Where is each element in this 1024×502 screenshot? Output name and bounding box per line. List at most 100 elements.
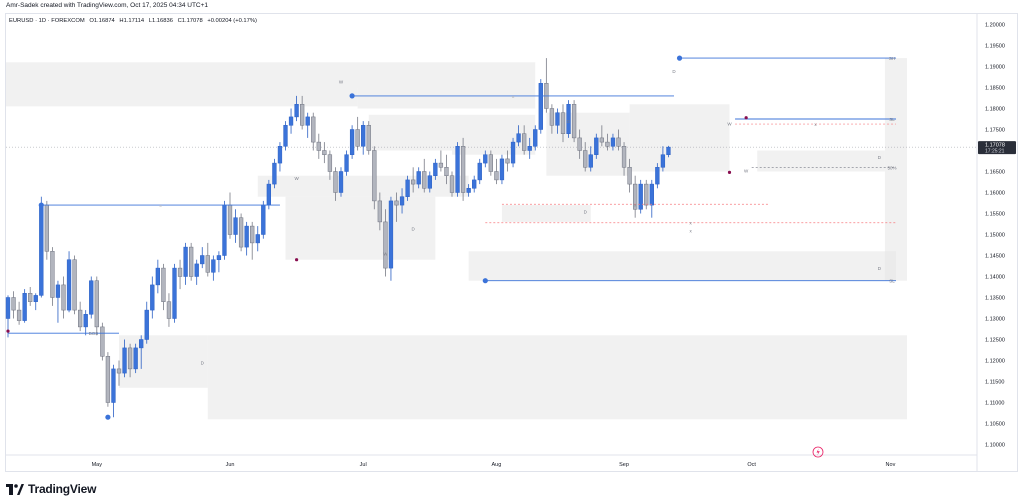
candle-body [150, 284, 155, 311]
tradingview-logo-icon [6, 483, 24, 495]
candle-body [355, 129, 360, 147]
zone-box [629, 104, 730, 172]
swing-point-dot [349, 93, 355, 99]
candle-body [127, 347, 133, 370]
candle-body [477, 162, 482, 181]
zone-box [452, 114, 536, 155]
candle-body [538, 83, 543, 130]
candle-body [233, 217, 238, 235]
price-tick-label: 1.18500 [985, 86, 1005, 92]
candle-body [294, 104, 299, 118]
zone-label: D [567, 119, 571, 124]
bar-countdown: 17:25:21 [985, 149, 1005, 155]
swing-point-dot [482, 278, 488, 284]
candle-body [327, 154, 333, 172]
zone-box [501, 205, 591, 222]
candle-body [460, 146, 466, 193]
pivot-marker [6, 329, 10, 333]
candle-body [644, 183, 649, 206]
price-tick-label: 1.15500 [985, 212, 1005, 218]
price-tick-label: 1.13000 [985, 317, 1005, 323]
candle-body [189, 246, 194, 277]
candle-body [66, 259, 72, 311]
candle-body [133, 347, 138, 370]
candle-body [405, 179, 410, 197]
swing-point-dot [105, 414, 111, 420]
zone-box [119, 335, 208, 388]
candle-body [172, 267, 177, 319]
candle-body [344, 154, 349, 172]
price-tick-label: 1.12500 [985, 338, 1005, 344]
candle-body [666, 146, 671, 155]
zone-label: W [339, 79, 344, 84]
candle-body [399, 196, 405, 206]
price-tick-label: 1.19000 [985, 65, 1005, 71]
price-tick-label: 1.19500 [985, 44, 1005, 50]
zone-label: D [412, 226, 416, 231]
symbol-name[interactable]: EURUSD · 1D · FOREXCOM [9, 18, 85, 24]
time-tick-label: Oct [747, 462, 756, 468]
zone-box [757, 150, 885, 172]
candle-body [266, 183, 272, 206]
candle-body [72, 259, 77, 311]
candle-body [588, 154, 593, 168]
zone-box [357, 87, 536, 109]
candle-body [427, 175, 432, 189]
price-tick-label: 1.14500 [985, 254, 1005, 260]
candle-body [166, 301, 172, 319]
price-tick-label: 1.11500 [985, 380, 1004, 386]
candle-body [510, 141, 516, 164]
price-tick-label: 1.18000 [985, 107, 1005, 113]
candle-body [522, 133, 527, 151]
zone-label: W [744, 168, 749, 173]
symbol-legend: EURUSD · 1D · FOREXCOM O1.16874 H1.17114… [9, 18, 260, 24]
zone-box [546, 112, 630, 176]
candle-body [488, 154, 494, 172]
level-label: BOS [89, 331, 99, 336]
candle-body [338, 171, 344, 193]
time-tick-label: Sep [619, 462, 629, 468]
ohlc-change: +0.00204 (+0.17%) [207, 18, 257, 24]
level-label: = [512, 94, 515, 99]
price-tick-label: 1.16000 [985, 191, 1005, 197]
candle-body [222, 204, 227, 256]
candle-body [583, 150, 588, 168]
candle-body [621, 146, 627, 168]
candle-body [205, 255, 210, 273]
level-label: = [159, 203, 162, 208]
candle-body [139, 339, 144, 349]
candle-body [499, 158, 505, 181]
candle-body [455, 146, 460, 193]
price-tick-label: 1.12000 [985, 359, 1005, 365]
candle-body [33, 295, 38, 302]
zone-label: D [201, 361, 205, 366]
candle-body [288, 116, 294, 126]
pivot-marker [295, 258, 299, 262]
time-tick-label: May [92, 462, 103, 468]
candle-body [300, 104, 305, 126]
price-tick-label: 1.13500 [985, 296, 1005, 302]
candle-body [238, 217, 244, 248]
candle-body [11, 297, 16, 311]
candle-body [316, 141, 321, 151]
candle-body [505, 158, 510, 164]
candle-body [594, 137, 599, 155]
candlestick-chart[interactable]: ==SHSLSLBOSxxx50%WWDWDDDDWWDDx1.100001.1… [0, 0, 1024, 480]
footer-logo[interactable]: TradingView [6, 482, 96, 496]
candle-body [211, 259, 216, 273]
swing-point-dot [676, 55, 683, 61]
candle-body [78, 309, 83, 328]
candle-body [383, 221, 388, 269]
candle-body [516, 133, 521, 143]
candle-body [649, 183, 654, 206]
zone-box [207, 335, 908, 420]
zone-box [6, 62, 536, 88]
header-credit: Amr-Sadek created with TradingView.com, … [6, 2, 209, 9]
last-price-value: 1.17078 [985, 143, 1005, 149]
zone-label: W [294, 176, 299, 181]
zone-label: D [672, 69, 676, 74]
zone-label: W [727, 121, 732, 126]
swing-point-dot [38, 202, 44, 208]
candle-body [155, 267, 160, 286]
candle-body [416, 171, 421, 185]
